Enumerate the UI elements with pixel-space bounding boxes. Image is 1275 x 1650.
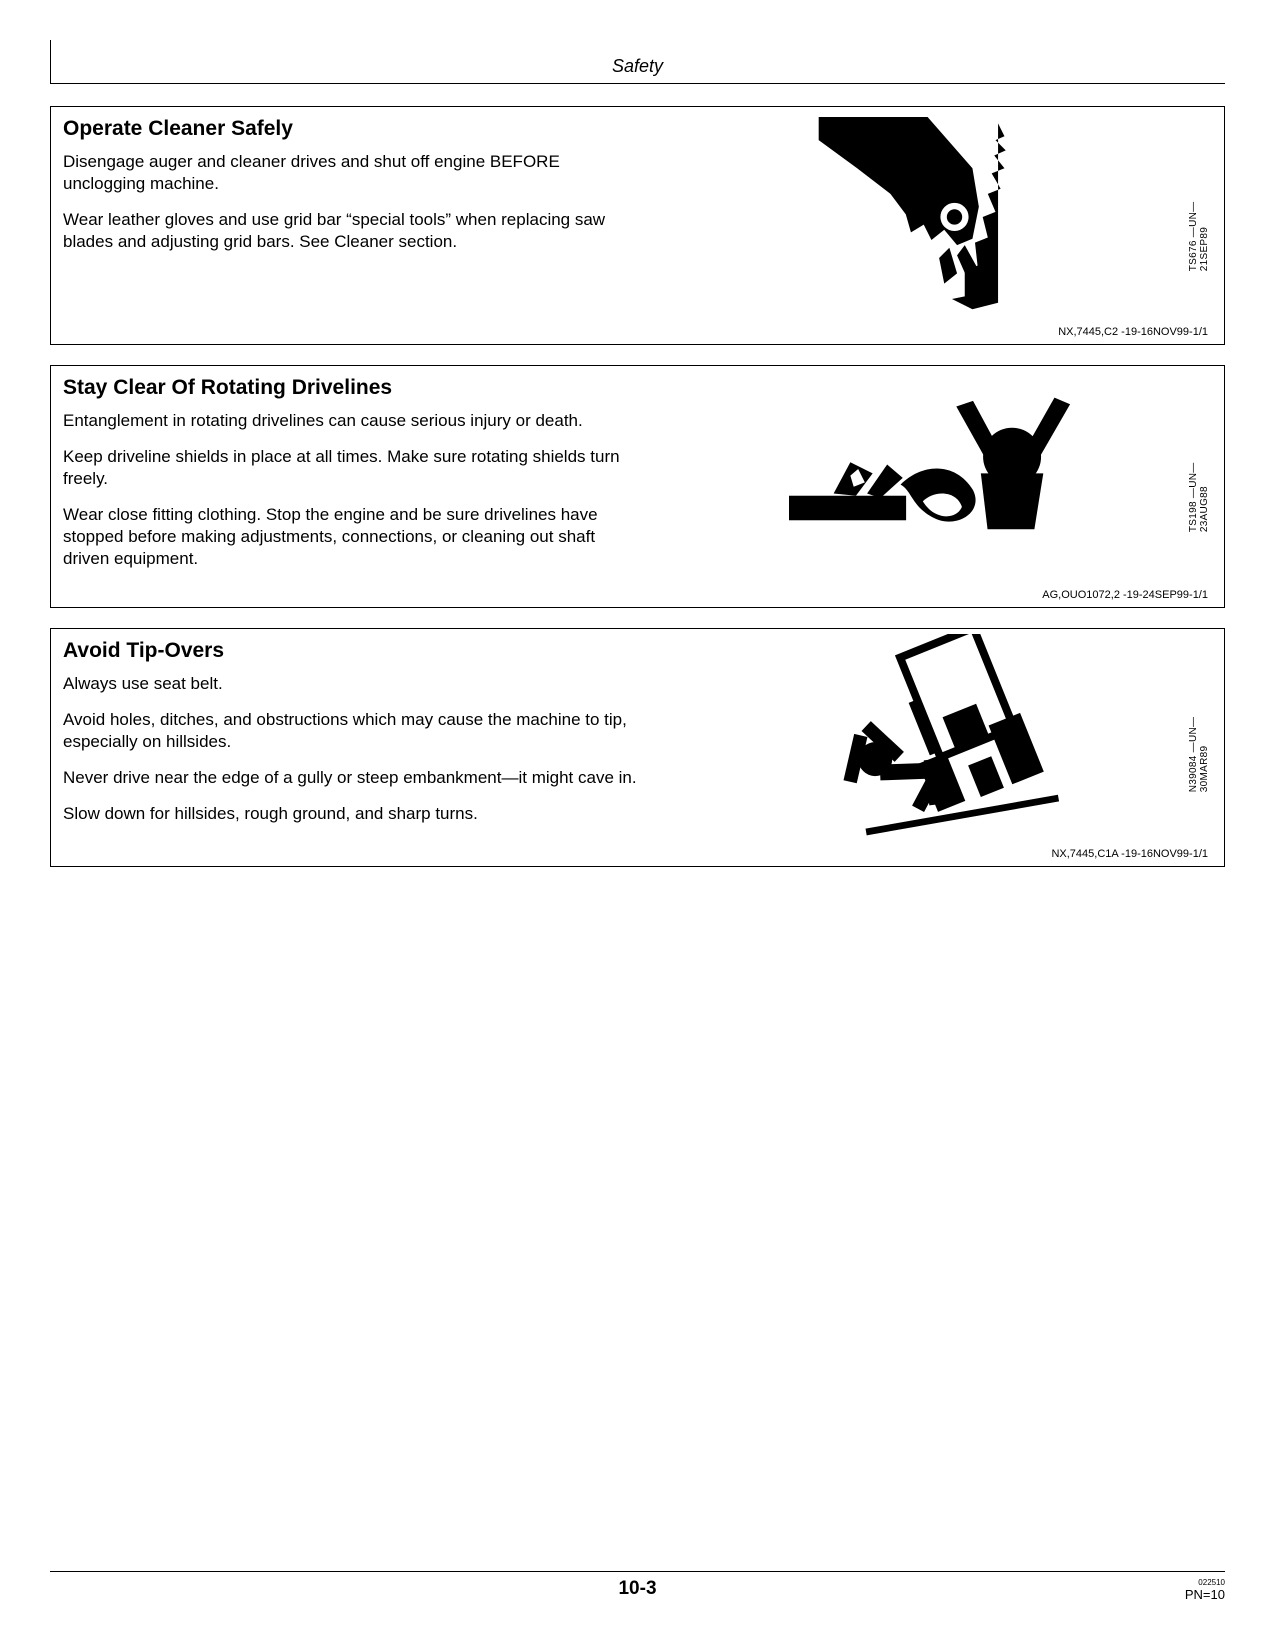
section-paragraph: Wear leather gloves and use grid bar “sp… xyxy=(63,209,638,253)
section-image-col: TS198 —UN—23AUG88 xyxy=(656,376,1213,585)
section-reference: AG,OUO1072,2 -19-24SEP99-1/1 xyxy=(63,589,1212,601)
footer-pn: PN=10 xyxy=(1185,1587,1225,1602)
safety-section-0: Operate Cleaner Safely Disengage auger a… xyxy=(50,106,1225,345)
section-paragraph: Entanglement in rotating drivelines can … xyxy=(63,410,638,432)
section-heading: Operate Cleaner Safely xyxy=(63,117,638,141)
safety-section-1: Stay Clear Of Rotating Drivelines Entang… xyxy=(50,365,1225,608)
footer-tiny-code: 022510 xyxy=(1185,1578,1225,1587)
section-paragraph: Avoid holes, ditches, and obstructions w… xyxy=(63,709,638,753)
page-container: Safety Operate Cleaner Safely Disengage … xyxy=(50,50,1225,1600)
section-body: Operate Cleaner Safely Disengage auger a… xyxy=(63,117,1212,322)
section-body: Stay Clear Of Rotating Drivelines Entang… xyxy=(63,376,1212,585)
page-footer: 10-3 022510 PN=10 xyxy=(50,1571,1225,1600)
section-paragraph: Always use seat belt. xyxy=(63,673,638,695)
image-caption: N39084 —UN—30MAR89 xyxy=(1188,690,1210,793)
section-paragraph: Slow down for hillsides, rough ground, a… xyxy=(63,803,638,825)
page-number: 10-3 xyxy=(50,1578,1225,1600)
section-paragraph: Keep driveline shields in place at all t… xyxy=(63,446,638,490)
section-paragraph: Disengage auger and cleaner drives and s… xyxy=(63,151,638,195)
tipover-tractor-icon xyxy=(789,639,1079,844)
page-header-title: Safety xyxy=(612,56,663,77)
hand-sawblade-icon xyxy=(789,117,1079,322)
section-paragraph: Never drive near the edge of a gully or … xyxy=(63,767,638,789)
section-image-col: TS676 —UN—21SEP89 xyxy=(656,117,1213,322)
section-heading: Avoid Tip-Overs xyxy=(63,639,638,663)
section-text-col: Avoid Tip-Overs Always use seat belt. Av… xyxy=(63,639,638,844)
safety-section-2: Avoid Tip-Overs Always use seat belt. Av… xyxy=(50,628,1225,867)
image-caption: TS198 —UN—23AUG88 xyxy=(1188,428,1210,532)
section-paragraph: Wear close fitting clothing. Stop the en… xyxy=(63,504,638,570)
entanglement-driveline-icon xyxy=(789,376,1079,581)
section-reference: NX,7445,C1A -19-16NOV99-1/1 xyxy=(63,848,1212,860)
section-text-col: Operate Cleaner Safely Disengage auger a… xyxy=(63,117,638,322)
page-header: Safety xyxy=(50,50,1225,84)
section-reference: NX,7445,C2 -19-16NOV99-1/1 xyxy=(63,326,1212,338)
section-text-col: Stay Clear Of Rotating Drivelines Entang… xyxy=(63,376,638,585)
image-caption: TS676 —UN—21SEP89 xyxy=(1188,168,1210,271)
page-footer-right: 022510 PN=10 xyxy=(1185,1578,1225,1602)
section-body: Avoid Tip-Overs Always use seat belt. Av… xyxy=(63,639,1212,844)
section-heading: Stay Clear Of Rotating Drivelines xyxy=(63,376,638,400)
section-image-col: N39084 —UN—30MAR89 xyxy=(656,639,1213,844)
